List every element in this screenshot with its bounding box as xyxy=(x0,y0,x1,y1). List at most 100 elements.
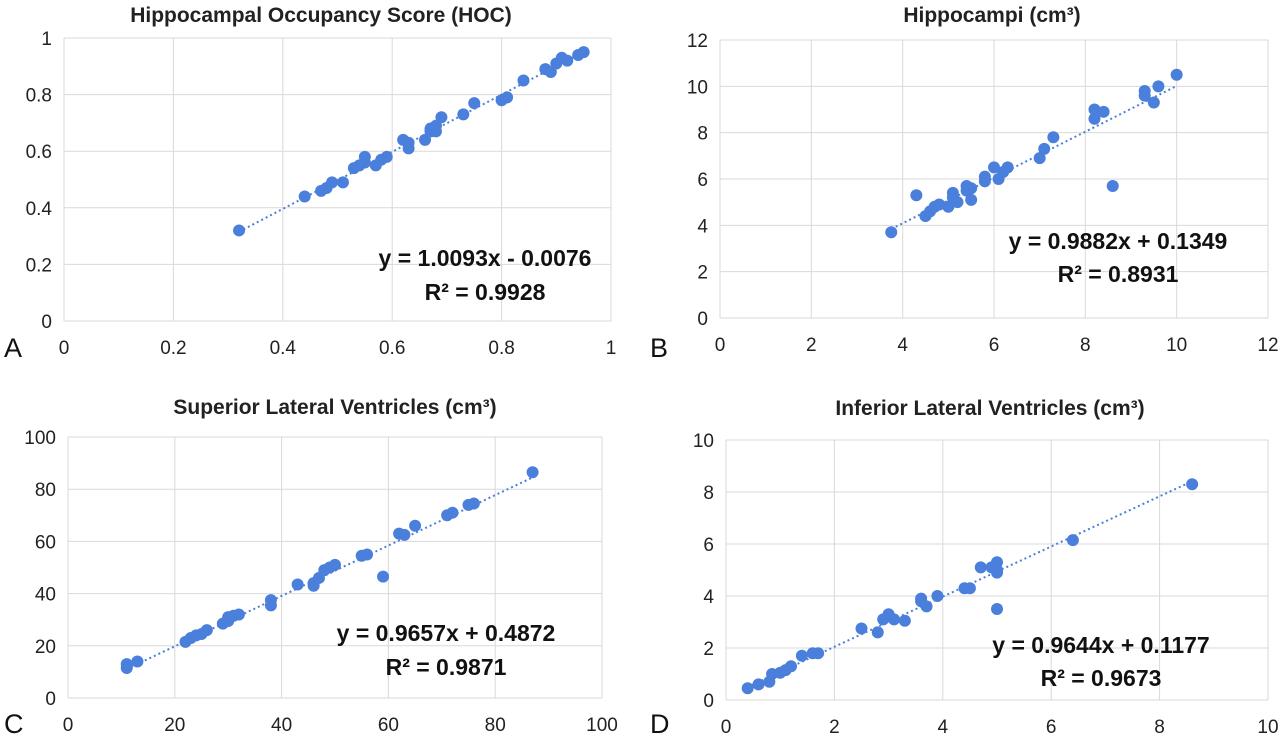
data-point xyxy=(467,497,480,510)
data-point xyxy=(1097,105,1110,118)
y-tick-label: 8 xyxy=(703,483,714,504)
chart-title: Inferior Lateral Ventricles (cm³) xyxy=(835,397,1144,420)
data-point xyxy=(398,528,411,541)
chart-panel-a: 0 0.2 0.4 0.6 0.8 1 0 0.2 0.4 0.6 0.8 1 Hippocampal … xyxy=(4,4,616,363)
data-point xyxy=(120,658,133,671)
panel-label: C xyxy=(4,709,24,737)
data-point xyxy=(298,190,311,203)
y-tick-label: 100 xyxy=(24,428,56,449)
y-tick-label: 10 xyxy=(687,77,708,98)
data-point xyxy=(409,519,422,532)
y-tick-label: 1 xyxy=(41,29,52,50)
data-point xyxy=(1106,179,1119,192)
data-point xyxy=(1088,112,1101,125)
data-point xyxy=(965,182,978,195)
y-tick-label: 4 xyxy=(703,587,714,608)
chart-title: Superior Lateral Ventricles (cm³) xyxy=(173,396,496,419)
y-tick-label: 0.2 xyxy=(26,255,52,276)
y-tick-label: 2 xyxy=(703,639,714,660)
x-tick-label: 0.8 xyxy=(488,338,514,359)
data-point xyxy=(1186,478,1199,491)
chart-title: Hippocampal Occupancy Score (HOC) xyxy=(130,4,512,27)
data-point xyxy=(380,150,393,163)
data-point xyxy=(435,111,448,124)
data-point xyxy=(468,97,481,110)
data-point xyxy=(1138,84,1151,97)
x-tick-label: 6 xyxy=(989,335,1000,356)
x-tick-label: 12 xyxy=(1257,335,1278,356)
x-tick-label: 8 xyxy=(1080,335,1091,356)
trendline xyxy=(890,85,1178,230)
data-point xyxy=(336,176,349,189)
regression-equation: y = 1.0093x - 0.0076 xyxy=(379,245,592,271)
x-tick-label: 1 xyxy=(606,338,617,359)
x-tick-label: 10 xyxy=(1257,717,1278,737)
x-tick-label: 2 xyxy=(806,335,817,356)
chart-panel-b: 0 2 4 6 8 10 12 0 2 4 6 8 10 12 Hippocampi (cm³) By = 0… xyxy=(650,4,1279,363)
regression-equation: y = 0.9644x + 0.1177 xyxy=(992,632,1209,658)
data-point xyxy=(795,649,808,662)
panel-label: A xyxy=(4,333,22,363)
x-tick-label: 8 xyxy=(1154,717,1165,737)
data-point xyxy=(991,566,1003,579)
data-point xyxy=(131,655,144,668)
y-tick-label: 6 xyxy=(703,535,714,556)
chart-title: Hippocampi (cm³) xyxy=(903,4,1080,27)
chart-panel-c: 0 20 40 60 80 100 0 20 40 60 80 100 Superior Lateral… xyxy=(4,396,618,737)
x-tick-label: 60 xyxy=(378,715,399,736)
data-point xyxy=(988,161,1000,174)
data-point xyxy=(419,133,432,146)
data-point xyxy=(910,189,923,202)
x-tick-label: 4 xyxy=(938,717,949,737)
x-tick-label: 6 xyxy=(1046,717,1057,737)
y-tick-label: 10 xyxy=(693,431,714,452)
r-squared-label: R² = 0.9928 xyxy=(425,279,546,305)
y-tick-label: 0 xyxy=(41,312,52,333)
data-point xyxy=(785,660,798,673)
data-point xyxy=(264,594,277,607)
panel-label: D xyxy=(650,709,670,737)
data-point xyxy=(933,198,946,211)
data-point xyxy=(963,582,976,595)
y-tick-label: 40 xyxy=(35,585,56,606)
panel-label: B xyxy=(650,333,668,363)
data-point xyxy=(855,622,868,635)
x-tick-label: 10 xyxy=(1166,335,1187,356)
y-tick-label: 0.6 xyxy=(26,142,52,163)
data-point xyxy=(1170,68,1183,81)
data-point xyxy=(526,466,539,479)
data-point xyxy=(1147,96,1160,109)
chart-panel-d: 0 2 4 6 8 10 0 2 4 6 8 10 Inferior Lateral Ventricle… xyxy=(650,397,1279,737)
data-point xyxy=(741,682,754,695)
data-point xyxy=(920,600,933,613)
x-tick-label: 4 xyxy=(897,335,908,356)
data-point xyxy=(951,196,964,209)
data-point xyxy=(402,136,415,149)
data-point xyxy=(1047,131,1060,144)
y-tick-label: 0 xyxy=(45,689,56,710)
data-point xyxy=(885,226,898,239)
data-point xyxy=(544,65,557,78)
regression-equation: y = 0.9882x + 0.1349 xyxy=(1009,228,1228,254)
data-point xyxy=(752,678,765,691)
r-squared-label: R² = 0.9871 xyxy=(386,654,507,680)
x-tick-label: 2 xyxy=(829,717,840,737)
x-tick-label: 0.2 xyxy=(160,338,186,359)
data-point xyxy=(577,46,590,59)
data-point xyxy=(329,558,341,571)
y-tick-label: 0 xyxy=(697,309,708,330)
y-tick-label: 0 xyxy=(703,691,714,712)
y-tick-label: 2 xyxy=(697,263,708,284)
data-point xyxy=(326,176,339,189)
data-point xyxy=(978,170,991,183)
x-tick-label: 0 xyxy=(715,335,726,356)
data-point xyxy=(377,570,390,583)
data-point xyxy=(991,603,1003,615)
data-point xyxy=(871,626,884,639)
y-tick-label: 80 xyxy=(35,480,56,501)
data-point xyxy=(942,200,955,213)
data-point xyxy=(965,193,978,206)
data-point xyxy=(1066,534,1079,547)
data-point xyxy=(888,613,901,626)
